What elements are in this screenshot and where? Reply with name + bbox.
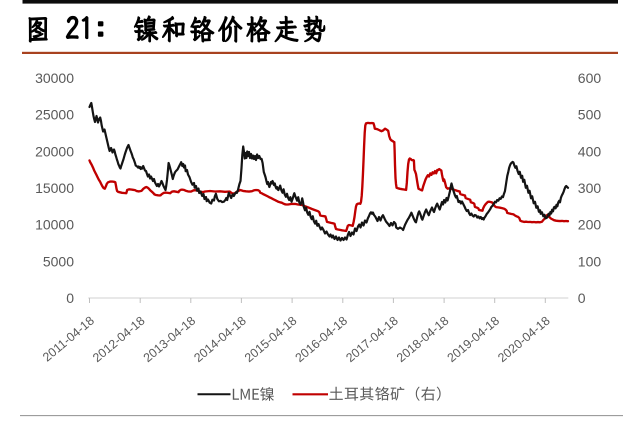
svg-text:500: 500	[578, 107, 602, 123]
svg-text:100: 100	[578, 253, 602, 269]
svg-text:15000: 15000	[35, 180, 74, 196]
svg-text:300: 300	[578, 180, 602, 196]
svg-text:0: 0	[66, 290, 74, 306]
svg-text:25000: 25000	[35, 107, 74, 123]
svg-text:200: 200	[578, 217, 602, 233]
svg-text:0: 0	[578, 290, 586, 306]
svg-text:20000: 20000	[35, 143, 74, 159]
svg-text:5000: 5000	[43, 253, 74, 269]
svg-text:600: 600	[578, 70, 602, 86]
svg-text:400: 400	[578, 143, 602, 159]
svg-text:10000: 10000	[35, 217, 74, 233]
svg-text:30000: 30000	[35, 70, 74, 86]
